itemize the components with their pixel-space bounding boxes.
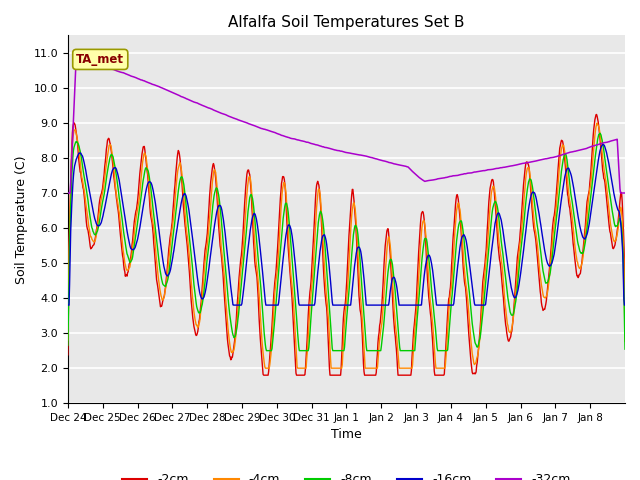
X-axis label: Time: Time — [331, 429, 362, 442]
Text: TA_met: TA_met — [76, 53, 124, 66]
Title: Alfalfa Soil Temperatures Set B: Alfalfa Soil Temperatures Set B — [228, 15, 465, 30]
Y-axis label: Soil Temperature (C): Soil Temperature (C) — [15, 155, 28, 284]
Legend: -2cm, -4cm, -8cm, -16cm, -32cm: -2cm, -4cm, -8cm, -16cm, -32cm — [117, 468, 575, 480]
